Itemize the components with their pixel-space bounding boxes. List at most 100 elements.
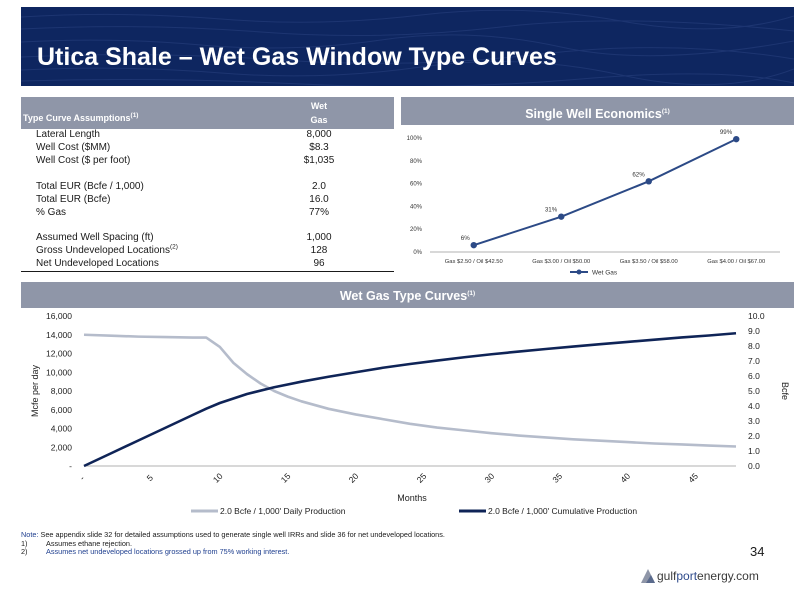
- y-tick-label: 6,000: [51, 405, 73, 415]
- y2-tick-label: 1.0: [748, 446, 760, 456]
- data-point: [470, 241, 477, 249]
- y-axis-label: Mcfe per day: [30, 364, 40, 417]
- y-tick-label: 12,000: [46, 349, 72, 359]
- y2-tick-label: 9.0: [748, 326, 760, 336]
- economics-panel-header: Single Well Economics(1): [401, 97, 794, 125]
- y2-tick-label: 7.0: [748, 356, 760, 366]
- type-curves-panel-header: Wet Gas Type Curves(1): [21, 282, 794, 308]
- x-tick-label: Gas $2.50 / Oil $42.50: [445, 259, 503, 265]
- x-tick-label: 40: [618, 471, 632, 485]
- table-header: Type Curve Assumptions(1) Wet Gas: [21, 97, 394, 129]
- row-label: % Gas: [36, 207, 67, 218]
- title-banner: Utica Shale – Wet Gas Window Type Curves: [21, 7, 794, 86]
- row-value: 8,000: [306, 129, 332, 140]
- note-key: Note:: [21, 530, 39, 539]
- table-row: Assumed Well Spacing (ft) 1,000: [21, 232, 394, 245]
- note-text: See appendix slide 32 for detailed assum…: [38, 530, 445, 539]
- y-tick-label: 80%: [410, 159, 423, 165]
- column-header-wet: Wet: [310, 101, 328, 111]
- legend-label-daily: 2.0 Bcfe / 1,000' Daily Production: [220, 506, 346, 516]
- row-value: 77%: [308, 207, 329, 218]
- x-tick-label: 10: [211, 471, 225, 485]
- footnote-number: 1): [21, 538, 28, 548]
- y-tick-label: 16,000: [46, 311, 72, 321]
- y2-tick-label: 2.0: [748, 431, 760, 441]
- y-tick-label: 60%: [410, 182, 423, 188]
- y-tick-label: 40%: [410, 204, 423, 210]
- table-row: Well Cost ($MM) $8.3: [21, 142, 394, 155]
- y2-tick-label: 4.0: [748, 401, 760, 411]
- row-value: 2.0: [312, 181, 326, 192]
- table-row: Total EUR (Bcfe) 16.0: [21, 194, 394, 207]
- legend-label: Wet Gas: [592, 270, 618, 277]
- footnote-number: 2): [21, 547, 28, 556]
- table-row: Lateral Length 8,000: [21, 129, 394, 142]
- row-label: Well Cost ($ per foot): [36, 155, 131, 166]
- logo-mark-icon: [641, 569, 655, 583]
- data-label: 6%: [461, 235, 470, 242]
- table-row: Net Undeveloped Locations 96: [21, 258, 394, 271]
- footnote-1: 1) Assumes ethane rejection.: [21, 538, 781, 549]
- row-label: Assumed Well Spacing (ft): [36, 232, 154, 243]
- assumptions-table: Type Curve Assumptions(1) Wet Gas Latera…: [21, 97, 394, 272]
- y2-tick-label: 6.0: [748, 371, 760, 381]
- row-label: Gross Undeveloped Locations(2): [36, 243, 178, 256]
- x-tick-label: -: [77, 473, 86, 482]
- row-value: 96: [313, 258, 325, 269]
- x-tick-label: 45: [686, 471, 700, 485]
- y-tick-label: 20%: [410, 227, 423, 233]
- table-row: % Gas 77%: [21, 207, 394, 220]
- row-label: Total EUR (Bcfe / 1,000): [36, 181, 144, 192]
- y-tick-label: 8,000: [51, 386, 73, 396]
- table-row: Gross Undeveloped Locations(2) 128: [21, 243, 394, 258]
- row-label: Lateral Length: [36, 129, 100, 140]
- row-value: 1,000: [306, 232, 332, 243]
- x-tick-label: 20: [347, 471, 361, 485]
- y-tick-label: 14,000: [46, 330, 72, 340]
- legend-label-cumulative: 2.0 Bcfe / 1,000' Cumulative Production: [488, 506, 637, 516]
- x-tick-label: 15: [279, 471, 293, 485]
- x-axis-label: Months: [397, 493, 427, 503]
- footnote-text: Assumes ethane rejection.: [46, 538, 132, 548]
- data-point: [558, 213, 565, 220]
- y-tick-label: 0%: [413, 250, 422, 256]
- footnote-2: 2) Assumes net undeveloped locations gros…: [21, 547, 781, 557]
- series-line-daily-production: [83, 333, 737, 448]
- row-label: Net Undeveloped Locations: [36, 258, 159, 269]
- table-header-label: Type Curve Assumptions(1): [23, 112, 139, 123]
- x-tick-label: Gas $3.50 / Oil $58.00: [620, 259, 678, 265]
- row-value: $8.3: [309, 142, 329, 153]
- series-line-wet-gas: [473, 138, 737, 247]
- x-tick-label: 25: [415, 471, 429, 485]
- x-tick-label: 30: [482, 471, 496, 485]
- page-number: 34: [750, 544, 765, 559]
- table-row: Well Cost ($ per foot) $1,035: [21, 155, 394, 168]
- y2-tick-label: 3.0: [748, 416, 760, 426]
- banner-texture: [21, 9, 794, 86]
- y2-tick-label: 5.0: [748, 386, 760, 396]
- data-point: [645, 178, 652, 185]
- column-header-gas: Gas: [310, 115, 328, 125]
- y-tick-label: 100%: [407, 136, 423, 142]
- page-title: Utica Shale – Wet Gas Window Type Curves: [37, 43, 557, 71]
- logo-text: gulfportenergy.com: [657, 569, 759, 583]
- company-logo: gulfportenergy.com: [640, 566, 790, 590]
- row-label: Total EUR (Bcfe): [36, 194, 111, 205]
- y-tick-label: 2,000: [51, 442, 73, 452]
- table-row: Total EUR (Bcfe / 1,000) 2.0: [21, 181, 394, 194]
- data-label: 99%: [720, 129, 733, 136]
- x-tick-label: Gas $3.00 / Oil $50.00: [532, 259, 590, 265]
- row-value: $1,035: [303, 155, 335, 166]
- data-label: 31%: [545, 207, 558, 214]
- y2-tick-label: 8.0: [748, 341, 760, 351]
- y2-tick-label: 10.0: [748, 311, 765, 321]
- table-bottom-rule: [21, 271, 394, 272]
- footnote-text: Assumes net undeveloped locations grosse…: [46, 547, 290, 556]
- x-tick-label: 35: [550, 471, 564, 485]
- y-tick-label: -: [69, 461, 72, 471]
- legend-swatch-marker: [576, 269, 582, 275]
- y-tick-label: 4,000: [51, 424, 73, 434]
- note-line: Note: See appendix slide 32 for detailed…: [21, 530, 781, 540]
- data-point: [733, 135, 740, 143]
- row-value: 16.0: [309, 194, 329, 205]
